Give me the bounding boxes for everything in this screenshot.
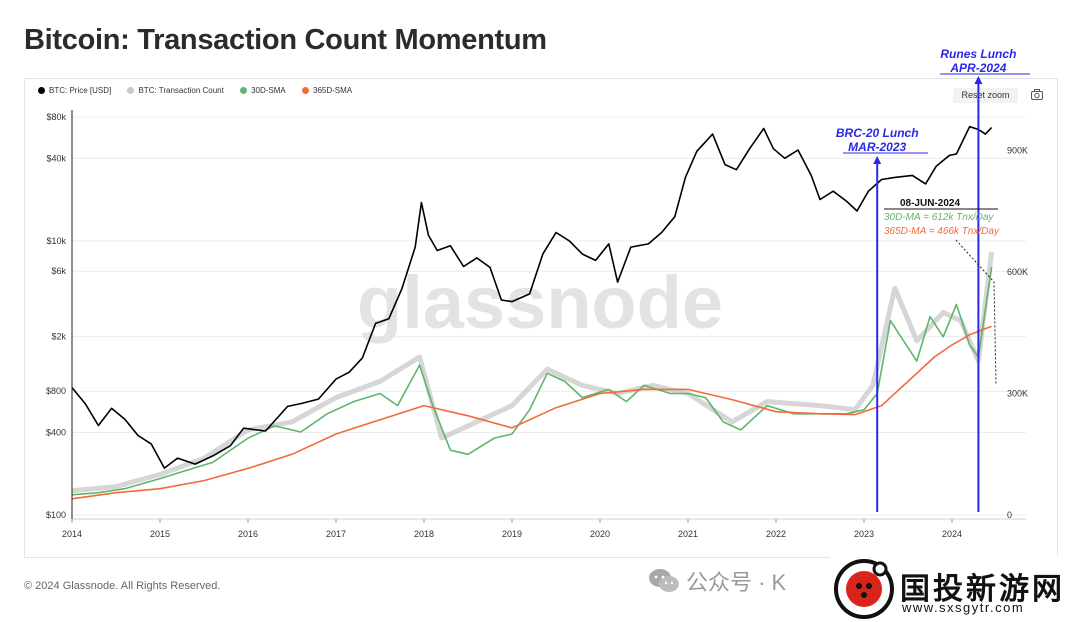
wechat-text: 公众号 · K bbox=[686, 570, 787, 595]
copyright: © 2024 Glassnode. All Rights Reserved. bbox=[24, 580, 221, 592]
date-box-365d: 365D-MA = 466k Tnx/Day bbox=[884, 226, 1000, 237]
site-url: www.sxsgytr.com bbox=[902, 600, 1025, 615]
legend-item-price[interactable]: BTC: Price [USD] bbox=[38, 86, 111, 95]
date-box-30d: 30D-MA = 612k Tnx/Day bbox=[884, 212, 994, 223]
y-left-tick-label: $40k bbox=[46, 153, 66, 163]
camera-icon[interactable] bbox=[1031, 89, 1043, 100]
x-tick-label: 2021 bbox=[678, 529, 698, 539]
x-tick-label: 2022 bbox=[766, 529, 786, 539]
x-tick-label: 2016 bbox=[238, 529, 258, 539]
date-box-date: 08-JUN-2024 bbox=[900, 198, 960, 209]
runes-label-name: Runes Lunch bbox=[940, 47, 1016, 61]
legend-item-30d[interactable]: 30D-SMA bbox=[240, 86, 286, 95]
legend-dot bbox=[302, 87, 309, 94]
runes-arrowhead bbox=[974, 76, 983, 84]
x-tick-label: 2015 bbox=[150, 529, 170, 539]
wechat-badge: 公众号 · K bbox=[642, 563, 793, 599]
brc20-arrowhead bbox=[873, 156, 882, 164]
legend: BTC: Price [USD] BTC: Transaction Count … bbox=[38, 86, 366, 96]
watermark: glassnode bbox=[357, 261, 723, 344]
y-left-tick-label: $100 bbox=[46, 510, 66, 520]
runes-label-date: APR-2024 bbox=[949, 61, 1006, 75]
site-logo-icon bbox=[834, 559, 894, 619]
x-tick-label: 2024 bbox=[942, 529, 962, 539]
legend-label: 365D-SMA bbox=[313, 86, 353, 95]
x-tick-label: 2014 bbox=[62, 529, 82, 539]
legend-dot bbox=[240, 87, 248, 94]
y-right-tick-label: 300K bbox=[1007, 389, 1028, 399]
x-tick-label: 2019 bbox=[502, 529, 522, 539]
brc20-label-date: MAR-2023 bbox=[848, 140, 906, 154]
series-30d-sma bbox=[71, 266, 993, 496]
series-365d-sma bbox=[71, 325, 992, 500]
y-left-tick-label: $800 bbox=[46, 386, 66, 396]
date-box-leader bbox=[955, 239, 997, 386]
wechat-icon bbox=[649, 569, 679, 592]
legend-dot bbox=[127, 87, 135, 94]
site-logo: 国投新游网 www.sxsgytr.com bbox=[830, 556, 1080, 622]
x-tick-label: 2020 bbox=[590, 529, 610, 539]
y-left-tick-label: $2k bbox=[51, 332, 66, 342]
page-title: Bitcoin: Transaction Count Momentum bbox=[24, 24, 547, 56]
legend-item-365d[interactable]: 365D-SMA bbox=[302, 86, 352, 95]
y-left-tick-label: $80k bbox=[46, 112, 66, 122]
legend-label: BTC: Price [USD] bbox=[49, 86, 112, 95]
brc20-label-name: BRC-20 Lunch bbox=[836, 126, 919, 140]
y-right-tick-label: 600K bbox=[1007, 267, 1028, 277]
x-tick-label: 2018 bbox=[414, 529, 434, 539]
series-btc-price bbox=[71, 125, 993, 469]
y-left-tick-label: $6k bbox=[51, 266, 66, 276]
legend-dot bbox=[38, 87, 45, 94]
y-left-tick-label: $400 bbox=[46, 427, 66, 437]
y-left-tick-label: $10k bbox=[46, 236, 66, 246]
y-right-tick-label: 900K bbox=[1007, 146, 1028, 156]
legend-item-tx-count[interactable]: BTC: Transaction Count bbox=[127, 86, 224, 95]
legend-label: BTC: Transaction Count bbox=[138, 86, 224, 95]
legend-label: 30D-SMA bbox=[251, 86, 286, 95]
reset-zoom-button[interactable]: Reset zoom bbox=[953, 88, 1018, 103]
y-right-tick-label: 0 bbox=[1007, 510, 1012, 520]
x-tick-label: 2017 bbox=[326, 529, 346, 539]
site-name: 国投新游网 bbox=[900, 573, 1065, 606]
x-tick-label: 2023 bbox=[854, 529, 874, 539]
